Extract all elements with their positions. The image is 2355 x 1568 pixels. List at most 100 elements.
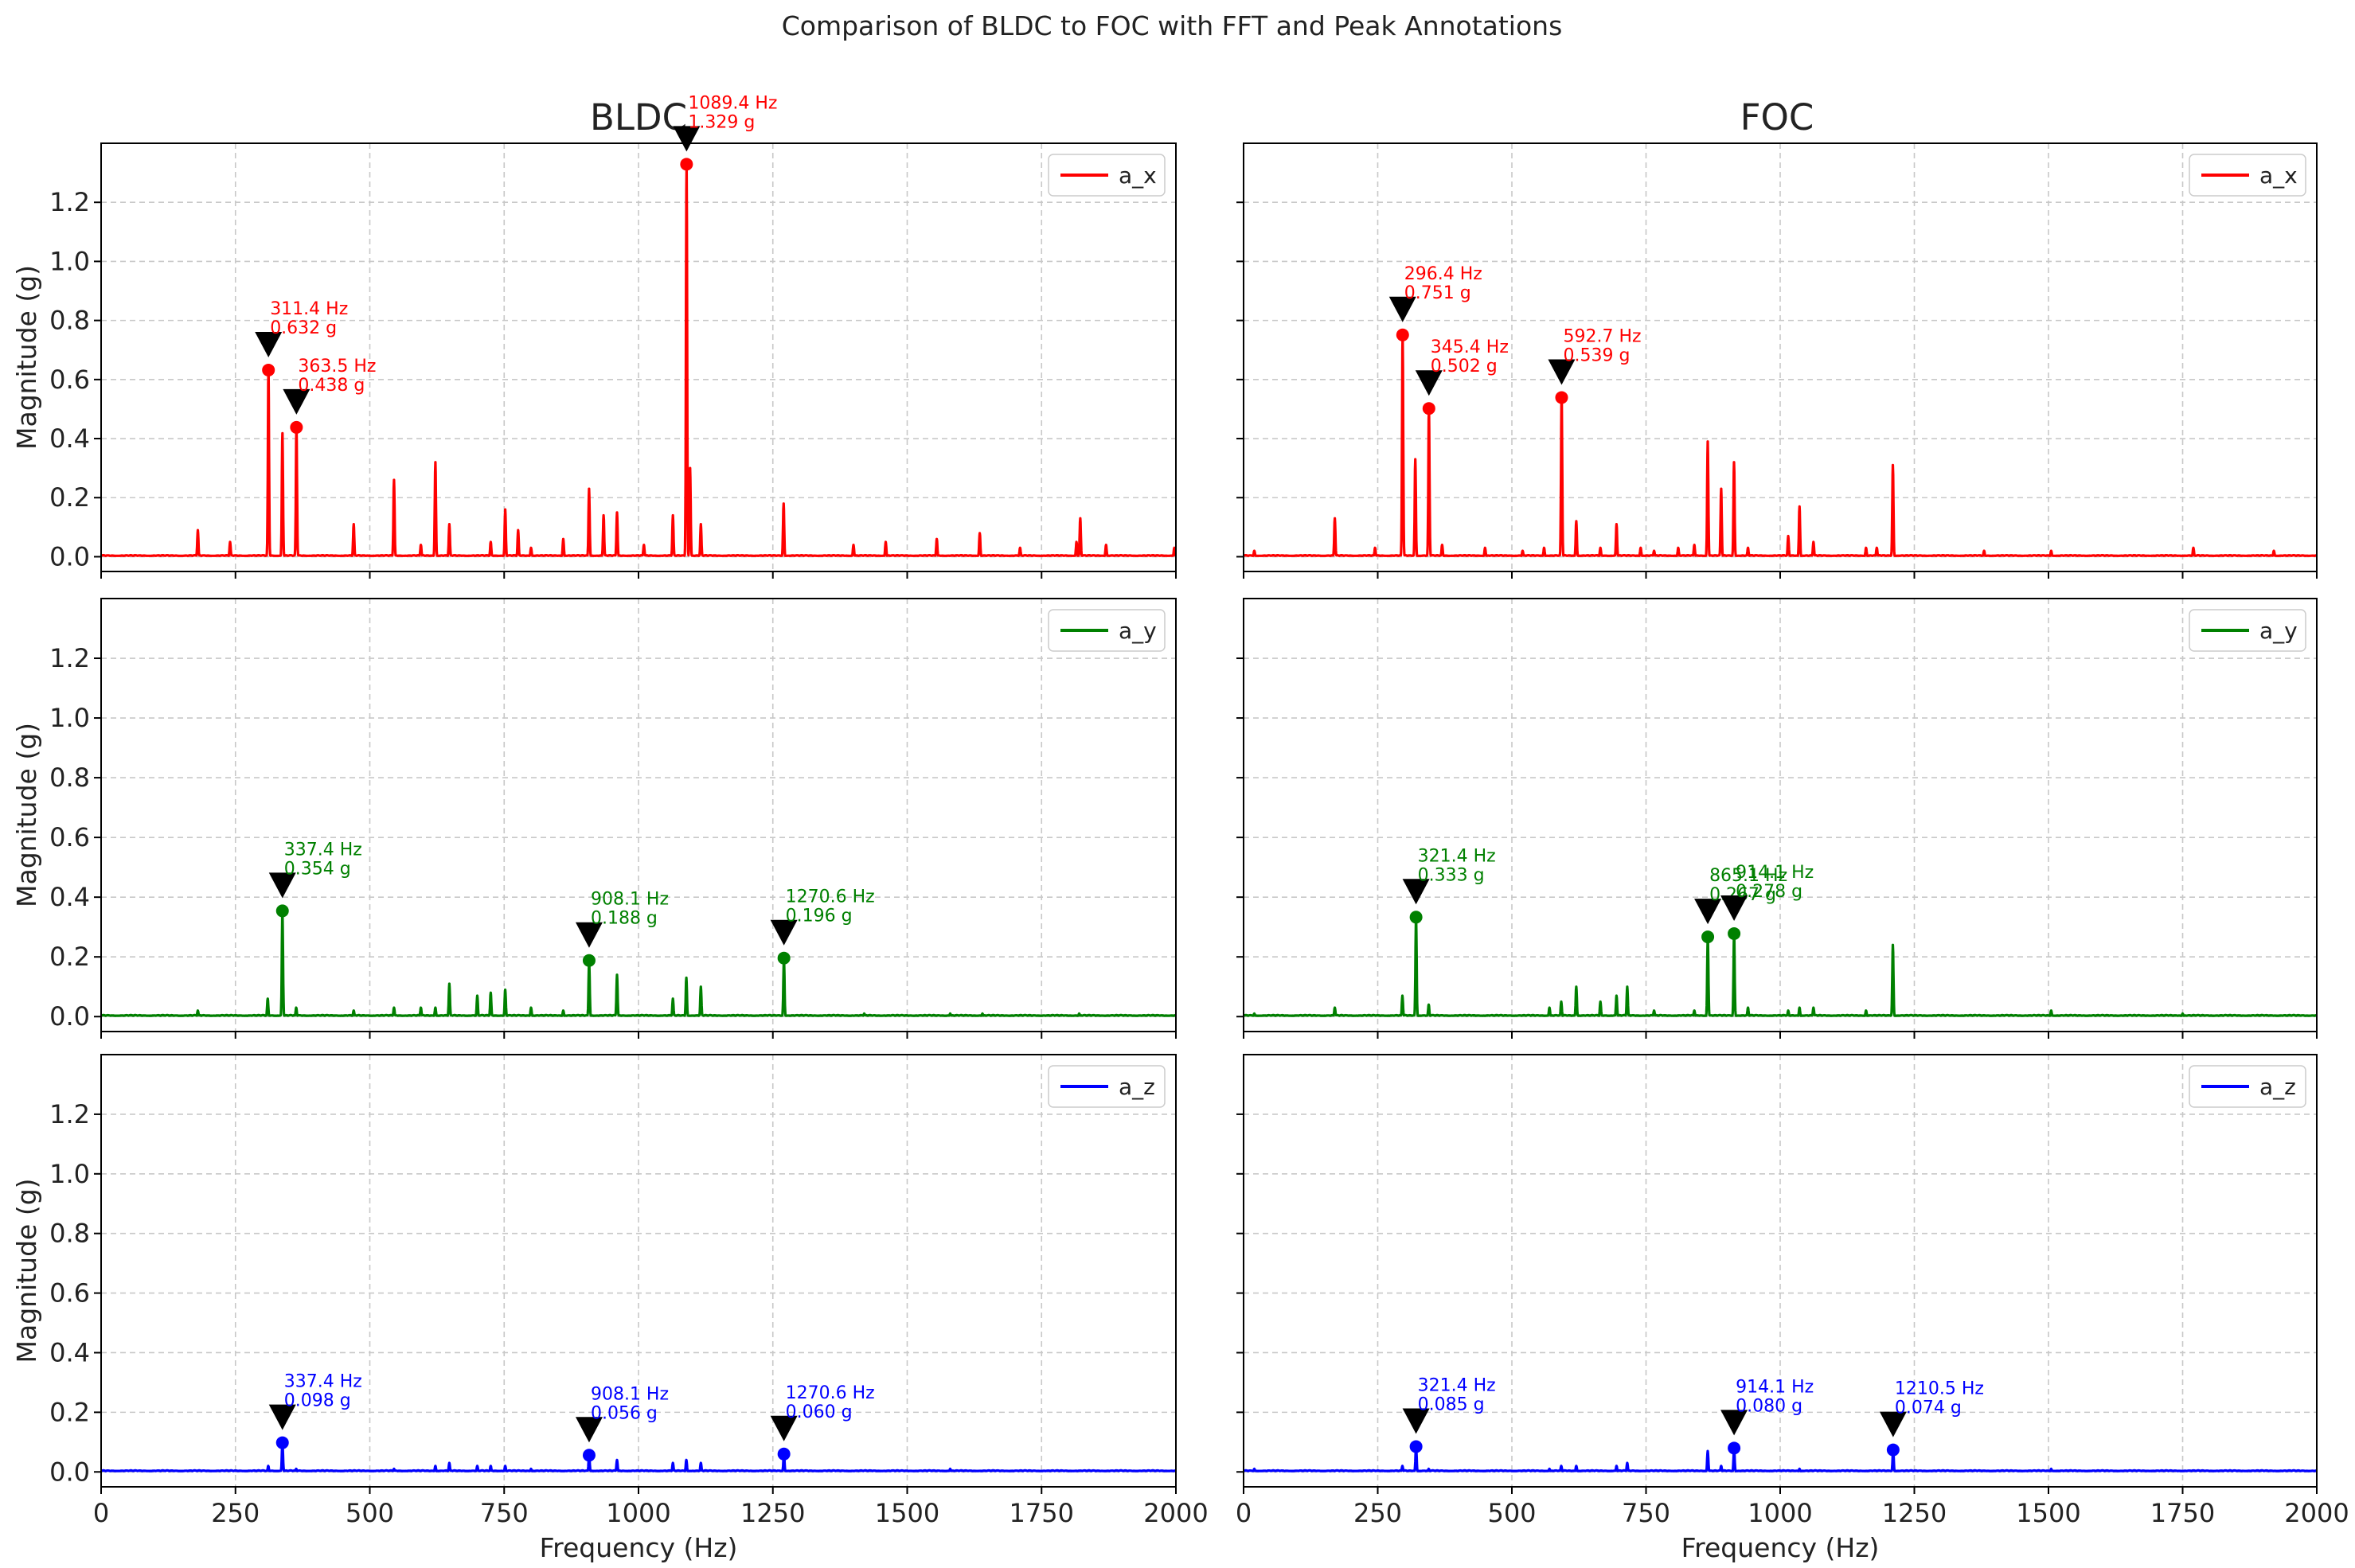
ytick-label: 0.6	[49, 365, 90, 395]
peak-label: 908.1 Hz 0.056 g	[591, 1384, 669, 1423]
xtick-label: 1250	[740, 1498, 805, 1528]
peak-label: 914.1 Hz 0.080 g	[1736, 1377, 1814, 1416]
peak-dot	[1886, 1443, 1900, 1457]
peak-label: 321.4 Hz 0.085 g	[1418, 1375, 1496, 1414]
peak-dot	[275, 904, 289, 918]
ytick-label: 0.4	[49, 882, 90, 912]
peak-annotation: 914.1 Hz 0.278 g	[1720, 863, 1814, 940]
peak-marker	[1402, 1408, 1430, 1434]
legend-label: a_x	[1119, 162, 1157, 189]
subplot-bldc-ay: 0.0 0.2 0.4 0.6 0.8 1.0 1.2 Magnitude (g) a_y 337…	[11, 598, 1178, 1039]
subplot-foc-az: 0 250 500 750 1000 1250 1500 1750 2000 Frequency …	[1236, 1054, 2349, 1563]
ytick-label: 1.2	[49, 187, 90, 217]
peak-dot	[1728, 926, 1741, 940]
ytick-label: 1.2	[49, 643, 90, 673]
xtick-label: 1750	[2150, 1498, 2215, 1528]
peak-label: 337.4 Hz 0.098 g	[284, 1372, 362, 1411]
peak-label: 1270.6 Hz 0.196 g	[786, 887, 875, 926]
subplot-bldc-ax: 0.0 0.2 0.4 0.6 0.8 1.0 1.2 Magnitude (g) a_x 311…	[11, 93, 1178, 579]
xtick-label: 0	[93, 1498, 109, 1528]
peak-marker	[268, 1404, 296, 1430]
peak-annotation: 914.1 Hz 0.080 g	[1720, 1377, 1814, 1455]
legend: a_y	[2189, 609, 2306, 652]
peak-marker	[268, 872, 296, 899]
figure-title: Comparison of BLDC to FOC with FFT and P…	[782, 10, 1563, 41]
legend: a_x	[1048, 154, 1166, 197]
subplot-foc-ay: a_y 865.1 Hz 0.267 g 321.4 Hz 0.333 g 914.1 H…	[1236, 598, 2318, 1039]
peak-marker	[1694, 899, 1722, 925]
peak-label: 345.4 Hz 0.502 g	[1431, 337, 1509, 376]
peak-label: 908.1 Hz 0.188 g	[591, 890, 669, 929]
xtick-label: 2000	[1143, 1498, 1208, 1528]
column-title-bldc: BLDC	[590, 96, 687, 138]
legend-label: a_z	[2259, 1074, 2296, 1100]
peak-dot	[1409, 911, 1423, 924]
legend-label: a_y	[1119, 618, 1157, 644]
ytick-label: 0.8	[49, 306, 90, 336]
ytick-label: 0.0	[49, 1457, 90, 1487]
peak-label: 914.1 Hz 0.278 g	[1736, 863, 1814, 902]
xtick-label: 1500	[875, 1498, 939, 1528]
peak-dot	[275, 1436, 289, 1449]
xtick-label: 1750	[1010, 1498, 1074, 1528]
legend: a_x	[2189, 154, 2306, 197]
peak-dot	[777, 1447, 791, 1461]
peak-marker	[283, 388, 310, 415]
x-axis-label: Frequency (Hz)	[1681, 1532, 1880, 1563]
peak-annotation: 337.4 Hz 0.098 g	[268, 1372, 362, 1449]
peak-label: 311.4 Hz 0.632 g	[270, 299, 348, 338]
peak-dot	[582, 954, 596, 967]
xtick-label: 1000	[606, 1498, 670, 1528]
subplot-bldc-az: 0.0 0.2 0.4 0.6 0.8 1.0 1.2 0 250 500 750 1000 1250 1…	[11, 1054, 1209, 1563]
peak-label: 1270.6 Hz 0.060 g	[786, 1383, 875, 1422]
ytick-label: 0.0	[49, 541, 90, 571]
peak-annotation: 1210.5 Hz 0.074 g	[1879, 1379, 1984, 1457]
peak-label: 321.4 Hz 0.333 g	[1418, 846, 1496, 885]
peak-marker	[673, 126, 701, 152]
peak-dot	[1409, 1440, 1423, 1453]
ytick-label: 0.6	[49, 1278, 90, 1309]
peak-marker	[255, 331, 283, 357]
peak-marker	[1720, 895, 1748, 921]
peak-marker	[575, 922, 603, 948]
peak-label: 363.5 Hz 0.438 g	[298, 357, 376, 396]
peak-annotation: 592.7 Hz 0.539 g	[1548, 326, 1642, 404]
peak-marker	[1415, 370, 1443, 396]
peak-annotation: 865.1 Hz 0.267 g	[1694, 866, 1787, 944]
peak-label: 296.4 Hz 0.751 g	[1404, 264, 1482, 303]
xtick-label: 750	[1622, 1498, 1670, 1528]
peak-marker	[1402, 879, 1430, 905]
peak-annotation: 321.4 Hz 0.085 g	[1402, 1375, 1496, 1453]
xtick-label: 250	[211, 1498, 260, 1528]
series-line-a_y	[1242, 916, 2318, 1017]
peak-dot	[262, 363, 275, 376]
ytick-label: 1.0	[49, 1159, 90, 1189]
ytick-label: 1.0	[49, 246, 90, 276]
peak-dot	[1701, 930, 1715, 944]
ytick-label: 0.6	[49, 822, 90, 852]
xtick-label: 250	[1353, 1498, 1402, 1528]
peak-dot	[680, 158, 693, 171]
peak-dot	[1728, 1441, 1741, 1455]
ytick-label: 0.8	[49, 763, 90, 793]
y-axis-label: Magnitude (g)	[11, 1178, 42, 1363]
xtick-label: 500	[346, 1498, 394, 1528]
peak-label: 337.4 Hz 0.354 g	[284, 840, 362, 879]
peak-dot	[1396, 328, 1409, 341]
peak-marker	[575, 1417, 603, 1443]
peak-annotation: 321.4 Hz 0.333 g	[1402, 846, 1496, 924]
peak-label: 592.7 Hz 0.539 g	[1563, 326, 1641, 365]
ytick-label: 0.2	[49, 1397, 90, 1427]
series-line-a_x	[1242, 334, 2318, 557]
y-axis-label: Magnitude (g)	[11, 723, 42, 907]
series-line-a_z	[1242, 1445, 2318, 1472]
legend-label: a_x	[2259, 162, 2298, 189]
xtick-label: 2000	[2284, 1498, 2349, 1528]
y-axis-label: Magnitude (g)	[11, 265, 42, 450]
legend-label: a_y	[2259, 618, 2298, 644]
xtick-label: 1250	[1882, 1498, 1947, 1528]
xtick-label: 1000	[1748, 1498, 1812, 1528]
series-line-a_x	[100, 165, 1178, 557]
ytick-label: 1.2	[49, 1099, 90, 1129]
peak-annotation: 345.4 Hz 0.502 g	[1415, 337, 1509, 415]
